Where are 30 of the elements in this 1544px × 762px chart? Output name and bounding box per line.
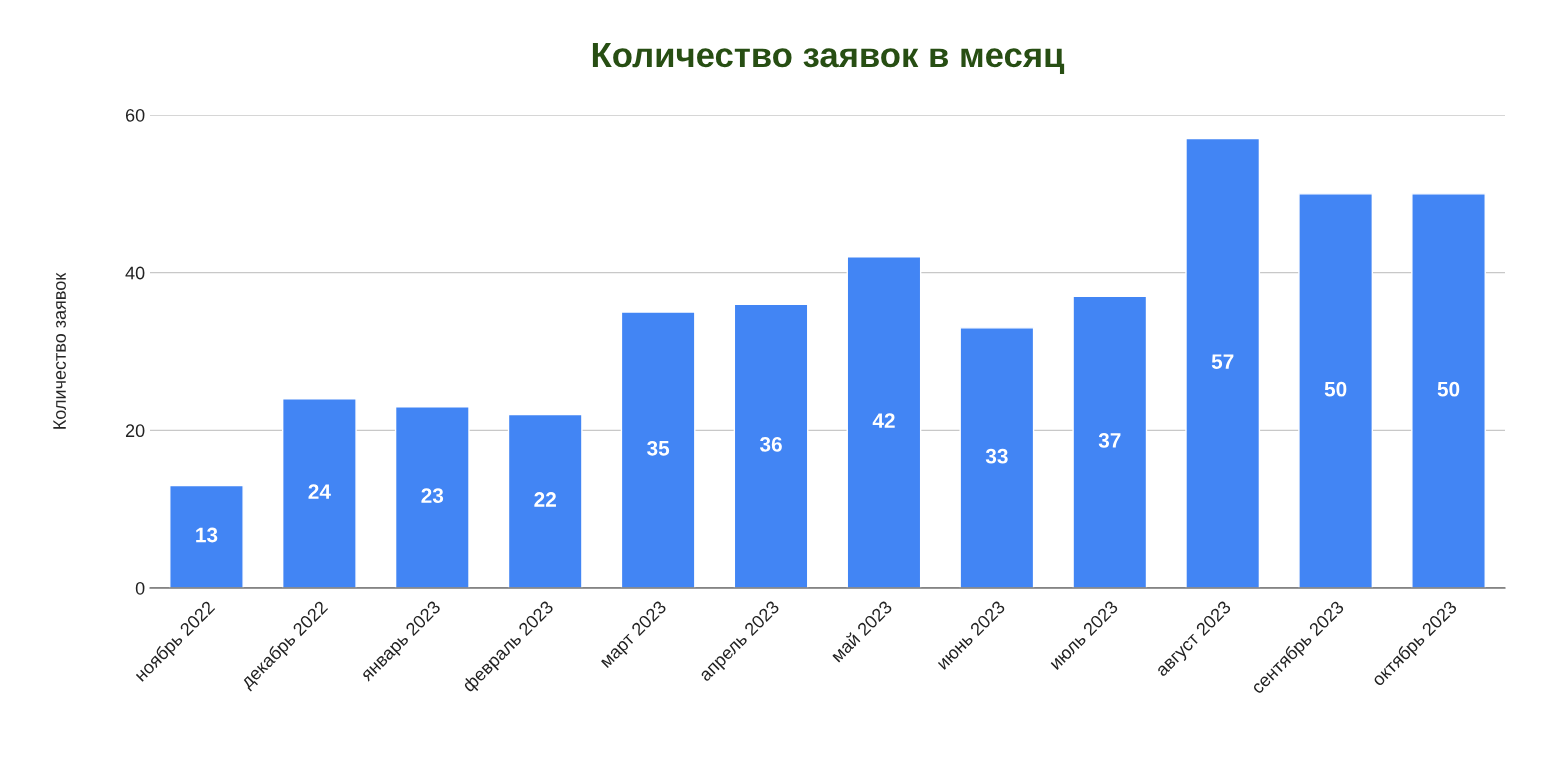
data-label: 42 — [872, 413, 895, 428]
data-label: 33 — [985, 448, 1008, 464]
y-tick-label: 60 — [125, 108, 145, 122]
bar — [959, 327, 1035, 588]
bar — [281, 398, 357, 588]
bar — [620, 311, 696, 588]
y-tick-label: 20 — [125, 424, 145, 438]
bar — [1298, 193, 1374, 588]
y-tick-label: 0 — [135, 581, 145, 595]
data-label: 23 — [421, 488, 444, 503]
bar — [394, 405, 470, 588]
data-label: 37 — [1098, 433, 1121, 448]
data-label: 35 — [647, 440, 670, 456]
data-label: 24 — [308, 484, 331, 499]
bar — [733, 303, 809, 588]
data-label: 13 — [196, 527, 218, 543]
bar — [507, 413, 583, 588]
chart-title: Количество заявок в месяц — [592, 43, 1065, 74]
data-label: 57 — [1211, 354, 1234, 369]
data-label: 50 — [1437, 381, 1460, 397]
bar — [1185, 137, 1261, 588]
data-label: 22 — [534, 492, 556, 507]
y-axis-title: Количество заявок — [53, 272, 66, 429]
bar — [1411, 193, 1486, 588]
data-label: 36 — [759, 436, 782, 452]
y-tick-label: 40 — [125, 266, 145, 280]
bar — [1072, 295, 1148, 588]
bar — [846, 256, 922, 588]
bar — [169, 484, 244, 588]
data-label: 50 — [1324, 381, 1347, 397]
